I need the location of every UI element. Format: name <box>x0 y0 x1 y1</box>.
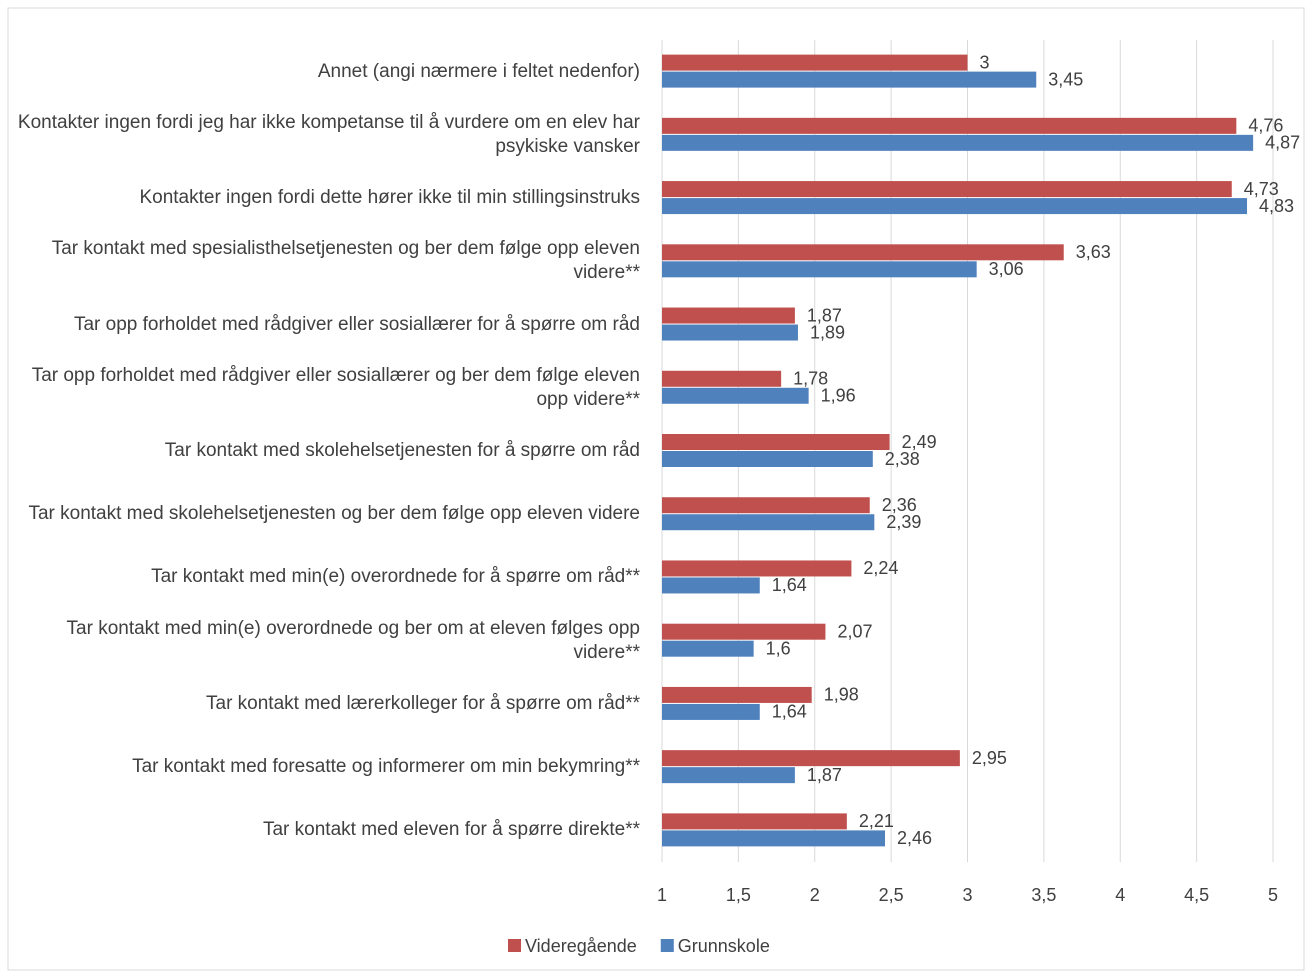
data-label: 1,87 <box>807 765 842 785</box>
bar <box>662 497 870 514</box>
data-label: 1,6 <box>766 638 791 658</box>
chart-border <box>7 7 1305 971</box>
data-label: 1,87 <box>807 305 842 325</box>
data-label: 4,76 <box>1248 116 1283 136</box>
legend-swatch <box>508 939 521 952</box>
legend-swatch <box>660 939 674 952</box>
category-label: Kontakter ingen fordi dette hører ikke t… <box>139 187 640 209</box>
x-tick-label: 2,5 <box>879 885 904 905</box>
bar <box>662 767 795 784</box>
bar <box>662 54 968 71</box>
bar <box>662 198 1248 215</box>
data-label: 2,95 <box>972 748 1007 768</box>
data-label: 3,63 <box>1076 242 1111 262</box>
data-label: 2,39 <box>886 512 921 532</box>
bar <box>662 560 852 577</box>
legend-label: Videregående <box>525 936 637 956</box>
data-label: 1,96 <box>821 386 856 406</box>
data-label: 1,64 <box>772 575 807 595</box>
x-tick-label: 2 <box>810 885 820 905</box>
data-label: 2,38 <box>885 449 920 469</box>
bar <box>662 117 1237 134</box>
x-tick-label: 4,5 <box>1184 885 1209 905</box>
category-label: Tar kontakt med min(e) overordnede og be… <box>66 617 640 663</box>
data-label: 2,36 <box>882 495 917 515</box>
data-label: 2,07 <box>837 621 872 641</box>
bar <box>662 750 960 767</box>
category-label: Tar kontakt med foresatte og informerer … <box>132 756 640 778</box>
data-label: 3,45 <box>1048 69 1083 89</box>
data-label: 1,98 <box>824 685 859 705</box>
data-label: 4,87 <box>1265 133 1300 153</box>
category-label: Tar kontakt med eleven for å spørre dire… <box>262 819 640 841</box>
x-tick-label: 1,5 <box>726 885 751 905</box>
bar <box>662 577 760 594</box>
category-label: Tar opp forholdet med rådgiver eller sos… <box>73 313 640 335</box>
data-label: 2,49 <box>902 432 937 452</box>
data-label: 3 <box>980 52 990 72</box>
bar <box>662 261 977 278</box>
bar <box>662 71 1037 88</box>
data-label: 2,46 <box>897 828 932 848</box>
data-label: 4,73 <box>1244 179 1279 199</box>
bar <box>662 451 873 467</box>
x-tick-label: 4 <box>1115 885 1125 905</box>
x-tick-label: 3 <box>962 885 972 905</box>
legend-label: Grunnskole <box>678 936 770 956</box>
bar <box>662 387 809 404</box>
category-label: Tar opp forholdet med rådgiver eller sos… <box>31 364 640 410</box>
x-tick-label: 5 <box>1268 885 1278 905</box>
category-label: Kontakter ingen fordi jeg har ikke kompe… <box>17 111 640 157</box>
category-label: Tar kontakt med skolehelsetjenesten for … <box>164 439 640 461</box>
x-tick-label: 3,5 <box>1031 885 1056 905</box>
data-label: 2,24 <box>863 558 898 578</box>
data-label: 1,64 <box>772 702 807 722</box>
bar <box>662 813 847 830</box>
data-label: 3,06 <box>989 259 1024 279</box>
bar <box>662 686 812 703</box>
bar <box>662 324 798 341</box>
x-tick-label: 1 <box>657 885 667 905</box>
bar <box>662 370 782 387</box>
data-label: 4,83 <box>1259 196 1294 216</box>
bar <box>662 434 890 450</box>
bar <box>662 640 754 657</box>
category-label: Tar kontakt med skolehelsetjenesten og b… <box>28 503 640 525</box>
bar <box>662 514 875 531</box>
bar <box>662 307 795 324</box>
bar <box>662 703 760 720</box>
data-label: 1,89 <box>810 322 845 342</box>
category-label: Tar kontakt med lærerkolleger for å spør… <box>206 692 640 714</box>
data-label: 1,78 <box>793 369 828 389</box>
bar <box>662 134 1254 151</box>
category-label: Tar kontakt med min(e) overordnede for å… <box>151 566 640 588</box>
bar <box>662 181 1232 198</box>
bar <box>662 244 1064 261</box>
data-label: 2,21 <box>859 811 894 831</box>
bar <box>662 830 886 847</box>
category-label: Annet (angi nærmere i feltet nedenfor) <box>317 60 640 82</box>
bar <box>662 623 826 640</box>
category-label: Tar kontakt med spesialisthelsetjenesten… <box>51 238 640 284</box>
